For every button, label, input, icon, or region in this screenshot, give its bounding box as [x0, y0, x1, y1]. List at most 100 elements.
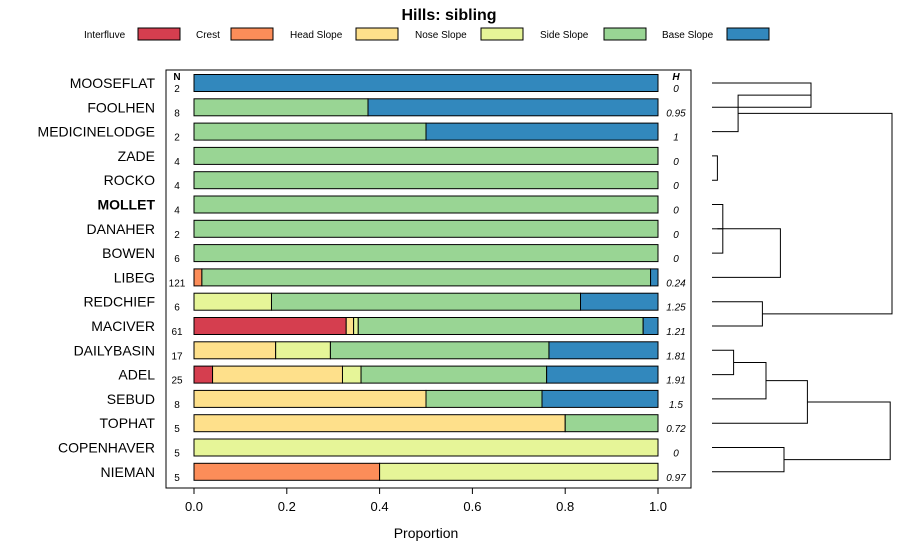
n-value: 6 — [174, 303, 180, 314]
x-tick-label: 0.2 — [278, 499, 296, 514]
row-label: REDCHIEF — [83, 294, 155, 310]
bar-segment-nose-slope — [379, 462, 659, 481]
n-value: 25 — [171, 376, 183, 387]
bar-segment-head-slope — [345, 317, 355, 335]
bar-segment-side-slope — [201, 268, 652, 287]
row-label: FOOLHEN — [87, 99, 155, 115]
bar-segment-head-slope — [212, 365, 343, 384]
n-value: 5 — [174, 424, 180, 435]
row-label: ZADE — [118, 148, 155, 164]
h-value: 1.91 — [666, 376, 685, 387]
bar-segment-interfluve — [193, 365, 214, 384]
dendrogram-link — [712, 361, 767, 400]
legend: Interfluve Crest Head Slope Nose Slope Side … — [84, 27, 770, 41]
bar-segment-side-slope — [193, 195, 659, 214]
row-label: MOLLET — [97, 197, 155, 213]
bar-segment-nose-slope — [193, 292, 272, 311]
bar-row-redchief: REDCHIEF 6 1.25 — [83, 292, 686, 314]
legend-swatch-nose-slope — [480, 27, 524, 41]
n-value: 8 — [174, 108, 180, 119]
dendrogram-link — [712, 228, 781, 278]
row-label: DAILYBASIN — [74, 342, 155, 358]
h-value: 1 — [673, 133, 679, 144]
bar-segment-head-slope — [193, 414, 566, 433]
bar-row-tophat: TOPHAT 5 0.72 — [100, 414, 686, 435]
n-value: 61 — [171, 327, 183, 338]
bar-segment-crest — [193, 462, 381, 481]
n-value: 5 — [174, 449, 180, 460]
bar-segment-nose-slope — [193, 438, 659, 457]
bar-segment-base-slope — [642, 317, 659, 335]
bar-row-copenhaver: COPENHAVER 5 0 — [58, 438, 679, 460]
bar-segment-side-slope — [360, 365, 548, 384]
bar-row-rocko: ROCKO 4 0 — [104, 171, 679, 192]
bar-rows: MOOSEFLAT 2 0 FOOLHEN 8 0.95 MEDICINELODGE 2 1 ZA… — [38, 74, 686, 484]
x-axis: 0.0 0.2 0.4 0.6 0.8 1.0 — [185, 488, 667, 514]
bar-segment-interfluve — [193, 317, 347, 335]
legend-label-interfluve: Interfluve — [84, 30, 126, 41]
bar-segment-nose-slope — [275, 341, 331, 360]
n-value: 2 — [174, 230, 180, 241]
bar-segment-head-slope — [193, 389, 427, 408]
row-label: COPENHAVER — [58, 440, 155, 456]
x-tick-label: 0.4 — [371, 499, 389, 514]
n-value: 6 — [174, 254, 180, 265]
h-value: 0.72 — [666, 424, 686, 435]
n-value: 2 — [174, 84, 180, 95]
bar-row-libeg: LIBEG 121 0.24 — [114, 268, 686, 289]
bar-row-sebud: SEBUD 8 1.5 — [107, 389, 683, 411]
dendrogram-link — [712, 380, 808, 424]
bar-row-bowen: BOWEN 6 0 — [102, 244, 679, 265]
x-tick-label: 0.8 — [556, 499, 574, 514]
bar-segment-side-slope — [193, 219, 659, 238]
h-value: 0.24 — [666, 278, 686, 289]
dendrogram-link — [784, 401, 891, 461]
x-tick-label: 0.6 — [463, 499, 481, 514]
legend-swatch-crest — [230, 27, 274, 41]
h-value: 0.95 — [666, 108, 686, 119]
row-label: SEBUD — [107, 391, 155, 407]
n-value: 121 — [169, 278, 186, 289]
bar-row-medicinelodge: MEDICINELODGE 2 1 — [38, 122, 679, 144]
bar-segment-side-slope — [193, 244, 659, 263]
legend-label-base-slope: Base Slope — [662, 30, 714, 41]
n-value: 4 — [174, 181, 180, 192]
row-label: DANAHER — [87, 221, 155, 237]
bar-segment-base-slope — [367, 98, 659, 117]
row-label: TOPHAT — [100, 415, 156, 431]
bar-segment-base-slope — [193, 74, 659, 92]
h-value: 0 — [673, 230, 679, 241]
dendrogram-link — [712, 301, 763, 327]
bar-segment-side-slope — [193, 98, 369, 117]
x-tick-label: 0.0 — [185, 499, 203, 514]
row-label: NIEMAN — [101, 464, 155, 480]
bar-segment-side-slope — [357, 317, 644, 335]
legend-label-head-slope: Head Slope — [290, 30, 343, 41]
bar-row-nieman: NIEMAN 5 0.97 — [101, 462, 686, 484]
bar-row-foolhen: FOOLHEN 8 0.95 — [87, 98, 686, 119]
legend-label-crest: Crest — [196, 30, 220, 41]
x-tick-label: 1.0 — [649, 499, 667, 514]
chart-title: Hills: sibling — [401, 7, 496, 24]
h-value: 0 — [673, 254, 679, 265]
n-column-header: N — [173, 72, 180, 83]
dendrogram-link — [712, 447, 785, 473]
row-label: BOWEN — [102, 245, 155, 261]
bar-segment-base-slope — [541, 389, 659, 408]
bar-row-mollet: MOLLET 4 0 — [97, 195, 679, 217]
dendrogram-link — [712, 155, 718, 181]
bar-segment-base-slope — [650, 268, 659, 287]
h-value: 0 — [673, 157, 679, 168]
bar-segment-side-slope — [193, 122, 427, 141]
n-value: 4 — [174, 206, 180, 217]
n-value: 8 — [174, 400, 180, 411]
h-value: 1.81 — [666, 351, 685, 362]
h-value: 1.5 — [669, 400, 683, 411]
bar-row-dailybasin: DAILYBASIN 17 1.81 — [74, 341, 686, 362]
bar-row-maciver: MACIVER 61 1.21 — [91, 317, 686, 338]
h-value: 0 — [673, 206, 679, 217]
bar-segment-nose-slope — [341, 365, 362, 384]
dendrogram-link — [738, 112, 893, 315]
x-axis-title: Proportion — [394, 525, 459, 541]
legend-swatch-interfluve — [137, 27, 181, 41]
